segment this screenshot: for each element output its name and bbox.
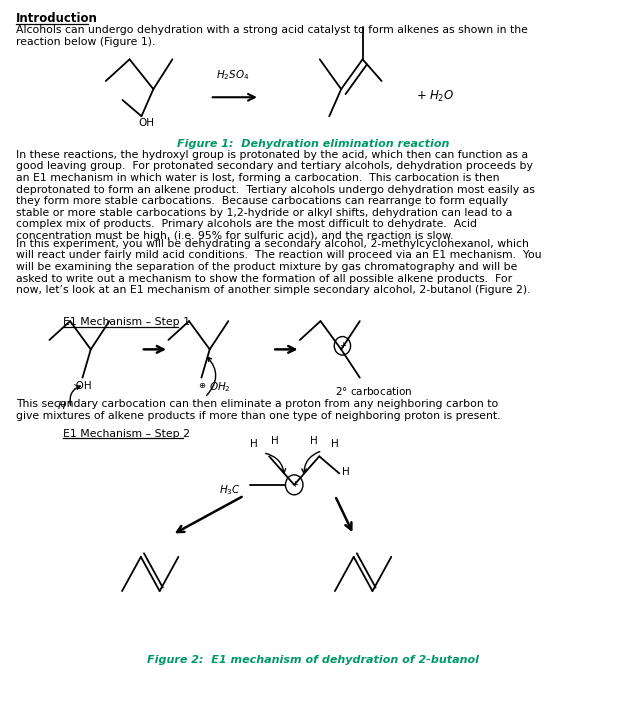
Text: $H_2SO_4$: $H_2SO_4$	[216, 68, 250, 82]
Text: Figure 2:  E1 mechanism of dehydration of 2-butanol: Figure 2: E1 mechanism of dehydration of…	[147, 655, 479, 665]
Text: H: H	[342, 467, 350, 477]
Text: Alcohols can undergo dehydration with a strong acid catalyst to form alkenes as : Alcohols can undergo dehydration with a …	[16, 25, 528, 46]
FancyArrowPatch shape	[207, 357, 216, 396]
Text: In these reactions, the hydroxyl group is protonated by the acid, which then can: In these reactions, the hydroxyl group i…	[16, 150, 535, 241]
Text: $H_3C$: $H_3C$	[219, 483, 241, 498]
Text: Figure 1:  Dehydration elimination reaction: Figure 1: Dehydration elimination reacti…	[177, 139, 449, 149]
Text: $OH_2$: $OH_2$	[209, 380, 231, 394]
Text: H: H	[310, 436, 318, 446]
Text: +: +	[339, 342, 346, 350]
Text: This secondary carbocation can then eliminate a proton from any neighboring carb: This secondary carbocation can then elim…	[16, 399, 500, 421]
Text: Introduction: Introduction	[16, 12, 98, 25]
Text: H: H	[331, 439, 338, 449]
Text: $+\;H_2O$: $+\;H_2O$	[416, 88, 454, 104]
FancyArrowPatch shape	[70, 386, 80, 406]
Text: OH: OH	[138, 118, 155, 128]
FancyArrowPatch shape	[302, 451, 320, 473]
Text: H: H	[250, 439, 257, 449]
FancyArrowPatch shape	[265, 453, 285, 473]
Text: E1 Mechanism – Step 1: E1 Mechanism – Step 1	[63, 317, 190, 327]
Text: E1 Mechanism – Step 2: E1 Mechanism – Step 2	[63, 429, 190, 439]
Text: +: +	[291, 481, 297, 489]
Text: $2°$ carbocation: $2°$ carbocation	[335, 385, 413, 396]
Text: In this experiment, you will be dehydrating a secondary alcohol, 2-methylcyclohe: In this experiment, you will be dehydrat…	[16, 239, 541, 295]
Text: :OH: :OH	[73, 381, 93, 391]
Text: H: H	[271, 436, 279, 446]
Text: $\oplus$: $\oplus$	[198, 381, 207, 390]
Text: $H^+$: $H^+$	[58, 399, 74, 412]
